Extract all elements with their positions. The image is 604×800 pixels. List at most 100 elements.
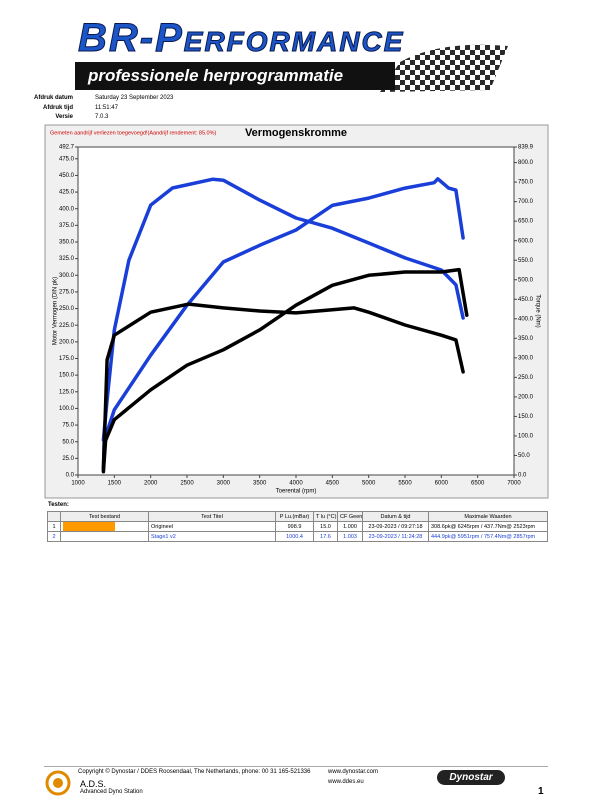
ads: A.D.S.	[80, 779, 107, 789]
test-table: Test bestand Test Titel P Lu.(mBar) T lu (°…	[47, 511, 548, 542]
x-tick-label: 2500	[180, 481, 194, 487]
header-cell: Datum & tijd	[362, 511, 429, 522]
y-tick-label: 350.0	[59, 240, 75, 246]
chart: Vermogenskromme Gemeten aandrijf verlieze…	[44, 124, 549, 499]
y2-tick-label: 200.0	[518, 394, 534, 400]
y-tick-label: 325.0	[59, 256, 75, 262]
y-tick-label: 250.0	[59, 306, 75, 312]
ads-logo	[45, 770, 71, 796]
meta-label: Versie	[55, 114, 73, 120]
y-tick-label: 275.0	[59, 290, 75, 296]
table-row: 2 Stage1 v2 1000.4 17.6 1.003 23-09-2023 / 11…	[47, 531, 548, 542]
subtitle: professionele herprogrammatie	[88, 66, 344, 85]
table-cell: 444.9pk@ 5951rpm / 757.4Nm@ 2857rpm	[428, 531, 548, 542]
y-tick-label: 150.0	[59, 373, 75, 379]
power-torque-line	[101, 302, 465, 472]
y2-tick-label: 400.0	[518, 316, 534, 322]
table-cell: 2	[47, 531, 61, 542]
header-row: Test bestand Test Titel P Lu.(mBar) T lu (°…	[47, 511, 548, 522]
x-tick-label: 7000	[507, 481, 521, 487]
header-cell: Test bestand	[60, 511, 149, 522]
chart-title: Vermogenskromme	[245, 127, 347, 139]
header-cell	[47, 511, 61, 522]
checkered-flag	[380, 44, 508, 92]
y2-tick-label: 450.0	[518, 297, 534, 303]
table-cell: 1.000	[337, 521, 363, 532]
footer-rule	[44, 766, 548, 767]
x-tick-label: 1500	[108, 481, 122, 487]
y-tick-label: 375.0	[59, 223, 75, 229]
meta-value: Saturday 23 September 2023	[95, 95, 174, 101]
x-tick-label: 6500	[471, 481, 485, 487]
meta-label: Afdruk datum	[34, 95, 73, 101]
y2-tick-label: 800.0	[518, 160, 534, 166]
power-torque-line	[101, 177, 465, 442]
x-tick-label: 2000	[144, 481, 158, 487]
table-cell: 23-09-2023 / 09:27:18	[362, 521, 429, 532]
y2-tick-label: 300.0	[518, 355, 534, 361]
y-tick-label: 0.0	[66, 473, 75, 479]
table-cell: Origineel	[148, 521, 276, 532]
y2-tick-label: 750.0	[518, 180, 534, 186]
table-cell: 17.6	[313, 531, 338, 542]
power-torque-line	[101, 177, 465, 471]
file-cell	[60, 521, 149, 532]
meta-value: 11:51:47	[95, 104, 118, 111]
ads-sub: Advanced Dyno Station	[80, 789, 143, 795]
x-tick-label: 4000	[289, 481, 303, 487]
y-tick-label: 400.0	[59, 206, 75, 212]
web-link: www.dynostar.com	[328, 769, 379, 775]
header-cell: Test Titel	[148, 511, 276, 522]
y-tick-label: 492.7	[59, 145, 75, 151]
y2-tick-label: 550.0	[518, 258, 534, 264]
table-cell: 1000.4	[275, 531, 314, 542]
banner	[75, 62, 395, 90]
annotation: Gemeten aandrijf verliezen toegevoegd!(A…	[50, 130, 216, 136]
y2-tick-label: 250.0	[518, 375, 534, 381]
table-cell: 1.003	[337, 531, 363, 542]
y-tick-label: 75.0	[62, 423, 74, 429]
header-cell: T lu (°C)	[313, 511, 338, 522]
y2-tick-label: 650.0	[518, 219, 534, 225]
x-axis-label: Toerental (rpm)	[276, 489, 317, 495]
x-tick-label: 4500	[326, 481, 340, 487]
x-tick-label: 5000	[362, 481, 376, 487]
x-tick-label: 1000	[71, 481, 85, 487]
y-tick-label: 200.0	[59, 339, 75, 345]
y-tick-label: 125.0	[59, 389, 75, 395]
header-cell: CF Geen	[337, 511, 363, 522]
table-row: 1 Origineel 998.9 15.0 1.000 23-09-2023 / 09:…	[47, 521, 548, 532]
y2-tick-label: 100.0	[518, 434, 534, 440]
y2-tick-label: 600.0	[518, 238, 534, 244]
y2-axis-label: Torque (Nm)	[534, 294, 540, 327]
y-tick-label: 25.0	[62, 456, 74, 462]
table-cell: 15.0	[313, 521, 338, 532]
y-tick-label: 175.0	[59, 356, 75, 362]
power-torque-line	[101, 267, 469, 474]
y-tick-label: 425.0	[59, 190, 75, 196]
file-swatch	[63, 522, 115, 531]
table-cell: 998.9	[275, 521, 314, 532]
file-cell	[60, 531, 149, 542]
copyright: Copyright © Dynostar / DDES Roosendaal, …	[78, 769, 311, 775]
y-tick-label: 475.0	[59, 156, 75, 162]
header-cell: Maximale Waarden	[428, 511, 548, 522]
table-cell: 23-09-2023 / 11:24:28	[362, 531, 429, 542]
y-tick-label: 300.0	[59, 273, 75, 279]
meta-label: Afdruk tijd	[43, 104, 73, 111]
y2-tick-label: 839.9	[518, 145, 534, 151]
x-tick-label: 3500	[253, 481, 267, 487]
web-link: www.ddes.eu	[328, 779, 364, 785]
brand: Dynostar	[437, 770, 505, 785]
y-tick-label: 225.0	[59, 323, 75, 329]
table-label: Testen:	[48, 502, 69, 508]
y-tick-label: 50.0	[62, 439, 74, 445]
table-cell: Stage1 v2	[148, 531, 276, 542]
page-number: 1	[538, 786, 544, 797]
table-cell: 308.6pk@ 6245rpm / 437.7Nm@ 2523rpm	[428, 521, 548, 532]
header-cell: P Lu.(mBar)	[275, 511, 314, 522]
plot-area	[77, 146, 515, 476]
x-tick-label: 5500	[398, 481, 412, 487]
y2-tick-label: 500.0	[518, 277, 534, 283]
